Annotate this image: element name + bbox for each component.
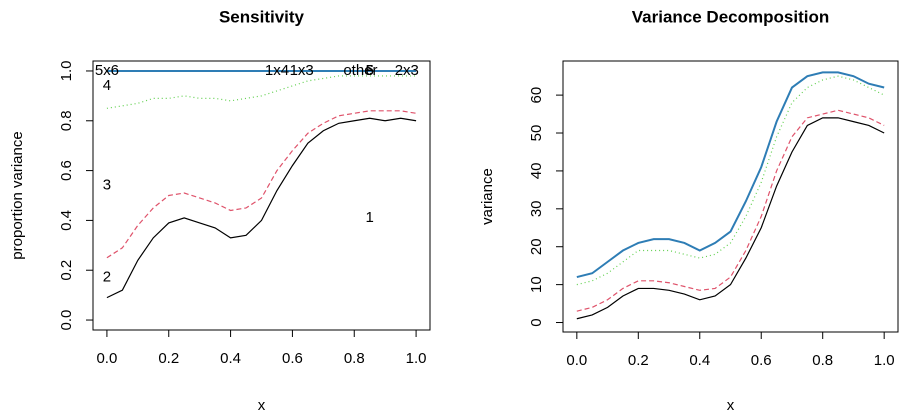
annotation: 1x4	[265, 62, 289, 79]
y-tick-label: 0.6	[58, 160, 75, 181]
series-line	[106, 75, 417, 109]
plot-box	[92, 60, 431, 331]
y-axis-label: variance	[479, 168, 496, 225]
series-line	[576, 117, 885, 320]
y-tick-label: 40	[528, 163, 545, 180]
x-tick-label: 0.2	[158, 350, 179, 367]
x-tick-label: 0.0	[96, 350, 117, 367]
annotation: other	[343, 62, 377, 79]
x-tick-label: 0.4	[689, 352, 710, 369]
series-line	[106, 110, 417, 259]
y-tick-label: 0	[528, 318, 545, 326]
y-tick-label: 0.8	[58, 110, 75, 131]
y-tick-label: 1.0	[58, 61, 75, 82]
annotation: 2x3	[395, 62, 419, 79]
y-tick-label: 60	[528, 87, 545, 104]
plot-box	[562, 60, 899, 333]
annotation: 3	[103, 177, 111, 194]
x-tick-label: 1.0	[874, 352, 895, 369]
annotation: 2	[103, 269, 111, 286]
y-tick-label: 50	[528, 125, 545, 142]
y-tick-label: 0.2	[58, 260, 75, 281]
series-line	[106, 117, 417, 299]
series-line	[576, 71, 885, 279]
y-axis-label: proportion variance	[9, 131, 26, 259]
series-line	[576, 109, 885, 312]
annotation: 4	[103, 77, 111, 94]
x-tick-label: 0.2	[628, 352, 649, 369]
chart-title: Variance Decomposition	[632, 7, 829, 26]
series-line	[576, 75, 885, 286]
annotation: 5	[366, 62, 374, 79]
y-tick-label: 0.0	[58, 310, 75, 331]
x-tick-label: 0.4	[220, 350, 241, 367]
x-tick-label: 0.8	[344, 350, 365, 367]
annotation: 1	[366, 209, 374, 226]
y-tick-label: 10	[528, 276, 545, 293]
y-tick-label: 0.4	[58, 210, 75, 231]
x-tick-label: 0.8	[812, 352, 833, 369]
annotation: 1x3	[290, 62, 314, 79]
y-tick-label: 30	[528, 200, 545, 217]
chart-title: Sensitivity	[219, 7, 305, 26]
x-tick-label: 0.6	[282, 350, 303, 367]
x-axis-label: x	[727, 397, 735, 414]
x-tick-label: 0.6	[751, 352, 772, 369]
y-tick-label: 20	[528, 238, 545, 255]
x-tick-label: 0.0	[566, 352, 587, 369]
x-axis-label: x	[258, 397, 266, 414]
x-tick-label: 1.0	[406, 350, 427, 367]
annotation: 5x6	[95, 62, 119, 79]
annotation: 6	[366, 62, 374, 79]
